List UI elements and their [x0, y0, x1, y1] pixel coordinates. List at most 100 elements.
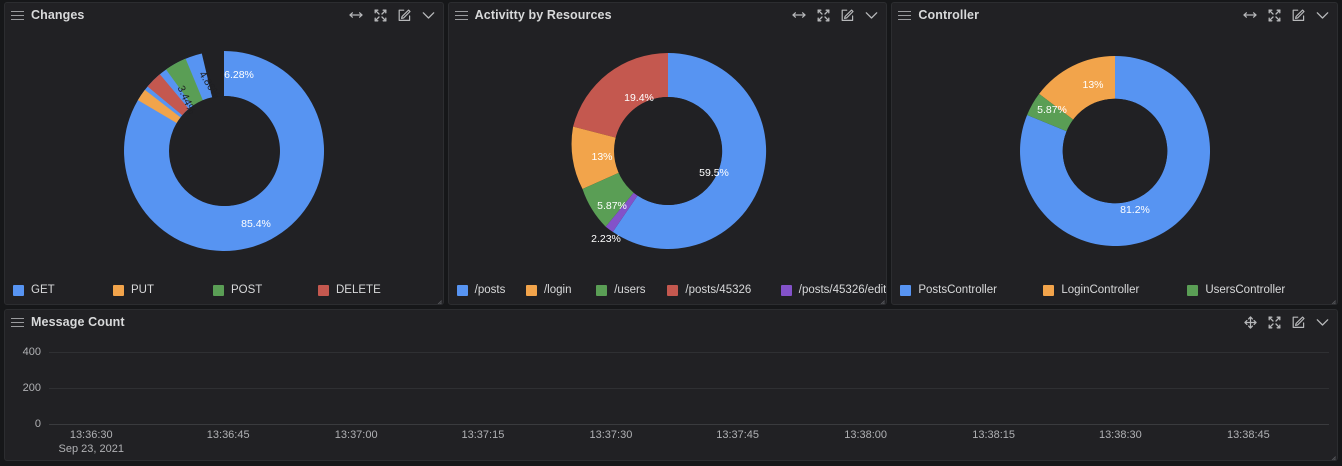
edit-icon[interactable]	[398, 9, 411, 22]
panel-header-actions	[349, 9, 435, 22]
panel-header-actions	[1243, 9, 1329, 22]
slice-value-posts-controller: 81.2%	[1120, 203, 1150, 215]
legend-swatch-users	[596, 284, 608, 296]
x-axis-date-label: Sep 23, 2021	[58, 443, 124, 455]
donut-chart-changes[interactable]: 85.4% 6.28% 4.86% 3.44%	[5, 27, 443, 274]
legend-item-posts[interactable]: /posts	[456, 284, 526, 296]
donut-slice-users-controller[interactable]	[1026, 93, 1073, 131]
donut-hole	[1062, 98, 1167, 203]
hamburger-icon[interactable]	[11, 317, 24, 328]
legend-item-put[interactable]: PUT	[113, 284, 213, 296]
hamburger-icon[interactable]	[898, 10, 912, 21]
slice-value-post: 6.28%	[224, 68, 254, 80]
donut-slice-posts-controller[interactable]	[1019, 55, 1210, 246]
x-axis-tick-7: 13:38:15	[972, 429, 1016, 441]
expand-icon[interactable]	[1268, 316, 1281, 329]
y-axis-tick-0: 0	[34, 418, 41, 430]
chevron-down-icon[interactable]	[422, 11, 435, 20]
legend-item-get[interactable]: GET	[13, 284, 113, 296]
donut-svg-activity: 59.5% 19.4% 13% 5.87% 2.23%	[571, 52, 766, 249]
legend-swatch-posts	[456, 284, 468, 296]
donut-slice-post[interactable]	[165, 58, 203, 109]
slice-value-login-controller: 13%	[1082, 78, 1103, 90]
donut-slice-posts-45326-edit[interactable]	[605, 192, 638, 232]
panel-body-activity: 59.5% 19.4% 13% 5.87% 2.23% /posts	[449, 27, 887, 304]
legend-swatch-users-controller	[1187, 284, 1199, 296]
y-axis-tick-400: 400	[22, 346, 41, 358]
legend-item-posts-controller[interactable]: PostsController	[900, 284, 1043, 296]
legend-label: LoginController	[1061, 284, 1140, 296]
resize-horizontal-icon[interactable]	[1243, 9, 1257, 21]
slice-value-posts-45326-edit: 2.23%	[591, 232, 621, 244]
donut-hole	[168, 95, 279, 206]
legend-item-posts-45326[interactable]: /posts/45326	[667, 284, 780, 296]
legend-item-delete[interactable]: DELETE	[318, 284, 381, 296]
panel-header-message-count: Message Count	[5, 310, 1337, 334]
legend-controller: PostsController LoginController UsersCon…	[892, 276, 1337, 304]
panel-header-controller: Controller	[892, 3, 1337, 27]
legend-swatch-posts-45326-edit	[780, 284, 792, 296]
legend-label: /posts/45326/edit	[798, 284, 887, 296]
edit-icon[interactable]	[1292, 316, 1305, 329]
donut-chart-activity[interactable]: 59.5% 19.4% 13% 5.87% 2.23%	[449, 27, 887, 274]
donut-slice-posts[interactable]	[612, 52, 766, 249]
panel-body-controller: 81.2% 13% 5.87% PostsController LoginCon…	[892, 27, 1337, 304]
chevron-down-icon[interactable]	[865, 11, 878, 20]
donut-slice-posts-45326[interactable]	[572, 52, 668, 138]
donut-chart-controller[interactable]: 81.2% 13% 5.87%	[892, 27, 1337, 274]
chevron-down-icon[interactable]	[1316, 318, 1329, 327]
expand-icon[interactable]	[374, 9, 387, 22]
resize-horizontal-icon[interactable]	[792, 9, 806, 21]
edit-icon[interactable]	[841, 9, 854, 22]
legend-item-users-controller[interactable]: UsersController	[1187, 284, 1285, 296]
donut-slice-delete[interactable]	[146, 73, 189, 120]
legend-label: /posts/45326	[685, 284, 752, 296]
panel-title[interactable]: Controller	[918, 8, 980, 22]
panel-message-count: Message Count	[4, 309, 1338, 461]
legend-swatch-get	[13, 284, 24, 296]
panel-activity-by-resources: Activitty by Resources	[447, 2, 888, 305]
resize-horizontal-icon[interactable]	[349, 9, 363, 21]
edit-icon[interactable]	[1292, 9, 1305, 22]
legend-swatch-login-controller	[1043, 284, 1055, 296]
donut-slice-users[interactable]	[582, 171, 634, 227]
panel-controller: Controller	[891, 2, 1338, 305]
hamburger-icon[interactable]	[454, 10, 468, 21]
legend-label: UsersController	[1205, 284, 1286, 296]
panel-title[interactable]: Message Count	[31, 315, 125, 329]
legend-label: /login	[543, 284, 572, 296]
legend-label: GET	[31, 284, 55, 296]
x-axis-tick-0: 13:36:30 Sep 23, 2021	[59, 429, 124, 455]
legend-item-post[interactable]: POST	[213, 284, 318, 296]
gridline-200: 200	[23, 382, 1329, 394]
donut-slice-login[interactable]	[571, 126, 621, 189]
legend-swatch-post	[213, 284, 224, 296]
legend-item-login[interactable]: /login	[525, 284, 596, 296]
x-axis-tick-1: 13:36:45	[206, 429, 250, 441]
slice-value-posts-45326: 19.4%	[624, 91, 654, 103]
timeseries-plot-area[interactable]: 400 200 0 13:36:30 Sep 23, 2021 13:36:45…	[23, 346, 1329, 455]
expand-icon[interactable]	[1268, 9, 1281, 22]
legend-item-login-controller[interactable]: LoginController	[1043, 284, 1187, 296]
panel-header-actions	[1244, 315, 1329, 329]
panel-body-changes: 85.4% 6.28% 4.86% 3.44% GET PUT	[5, 27, 443, 304]
move-icon[interactable]	[1244, 315, 1257, 329]
panel-title[interactable]: Changes	[31, 8, 85, 22]
hamburger-icon[interactable]	[11, 10, 24, 21]
panel-changes: Changes	[4, 2, 444, 305]
panel-resize-grip[interactable]	[1327, 450, 1336, 460]
legend-item-posts-45326-edit[interactable]: /posts/45326/edit	[780, 284, 887, 296]
donut-slice-put[interactable]	[137, 89, 181, 127]
legend-item-users[interactable]: /users	[596, 284, 667, 296]
chevron-down-icon[interactable]	[1316, 11, 1329, 20]
x-axis-tick-5: 13:37:45	[716, 429, 760, 441]
x-axis-tick-time: 13:36:30	[69, 429, 113, 441]
legend-label: DELETE	[336, 284, 381, 296]
slice-value-login: 13%	[591, 150, 612, 162]
donut-hole	[613, 96, 722, 205]
x-axis-tick-3: 13:37:15	[461, 429, 505, 441]
expand-icon[interactable]	[817, 9, 830, 22]
donut-slice-login-controller[interactable]	[1038, 55, 1115, 120]
panel-title[interactable]: Activitty by Resources	[474, 8, 612, 22]
legend-swatch-delete	[318, 284, 329, 296]
